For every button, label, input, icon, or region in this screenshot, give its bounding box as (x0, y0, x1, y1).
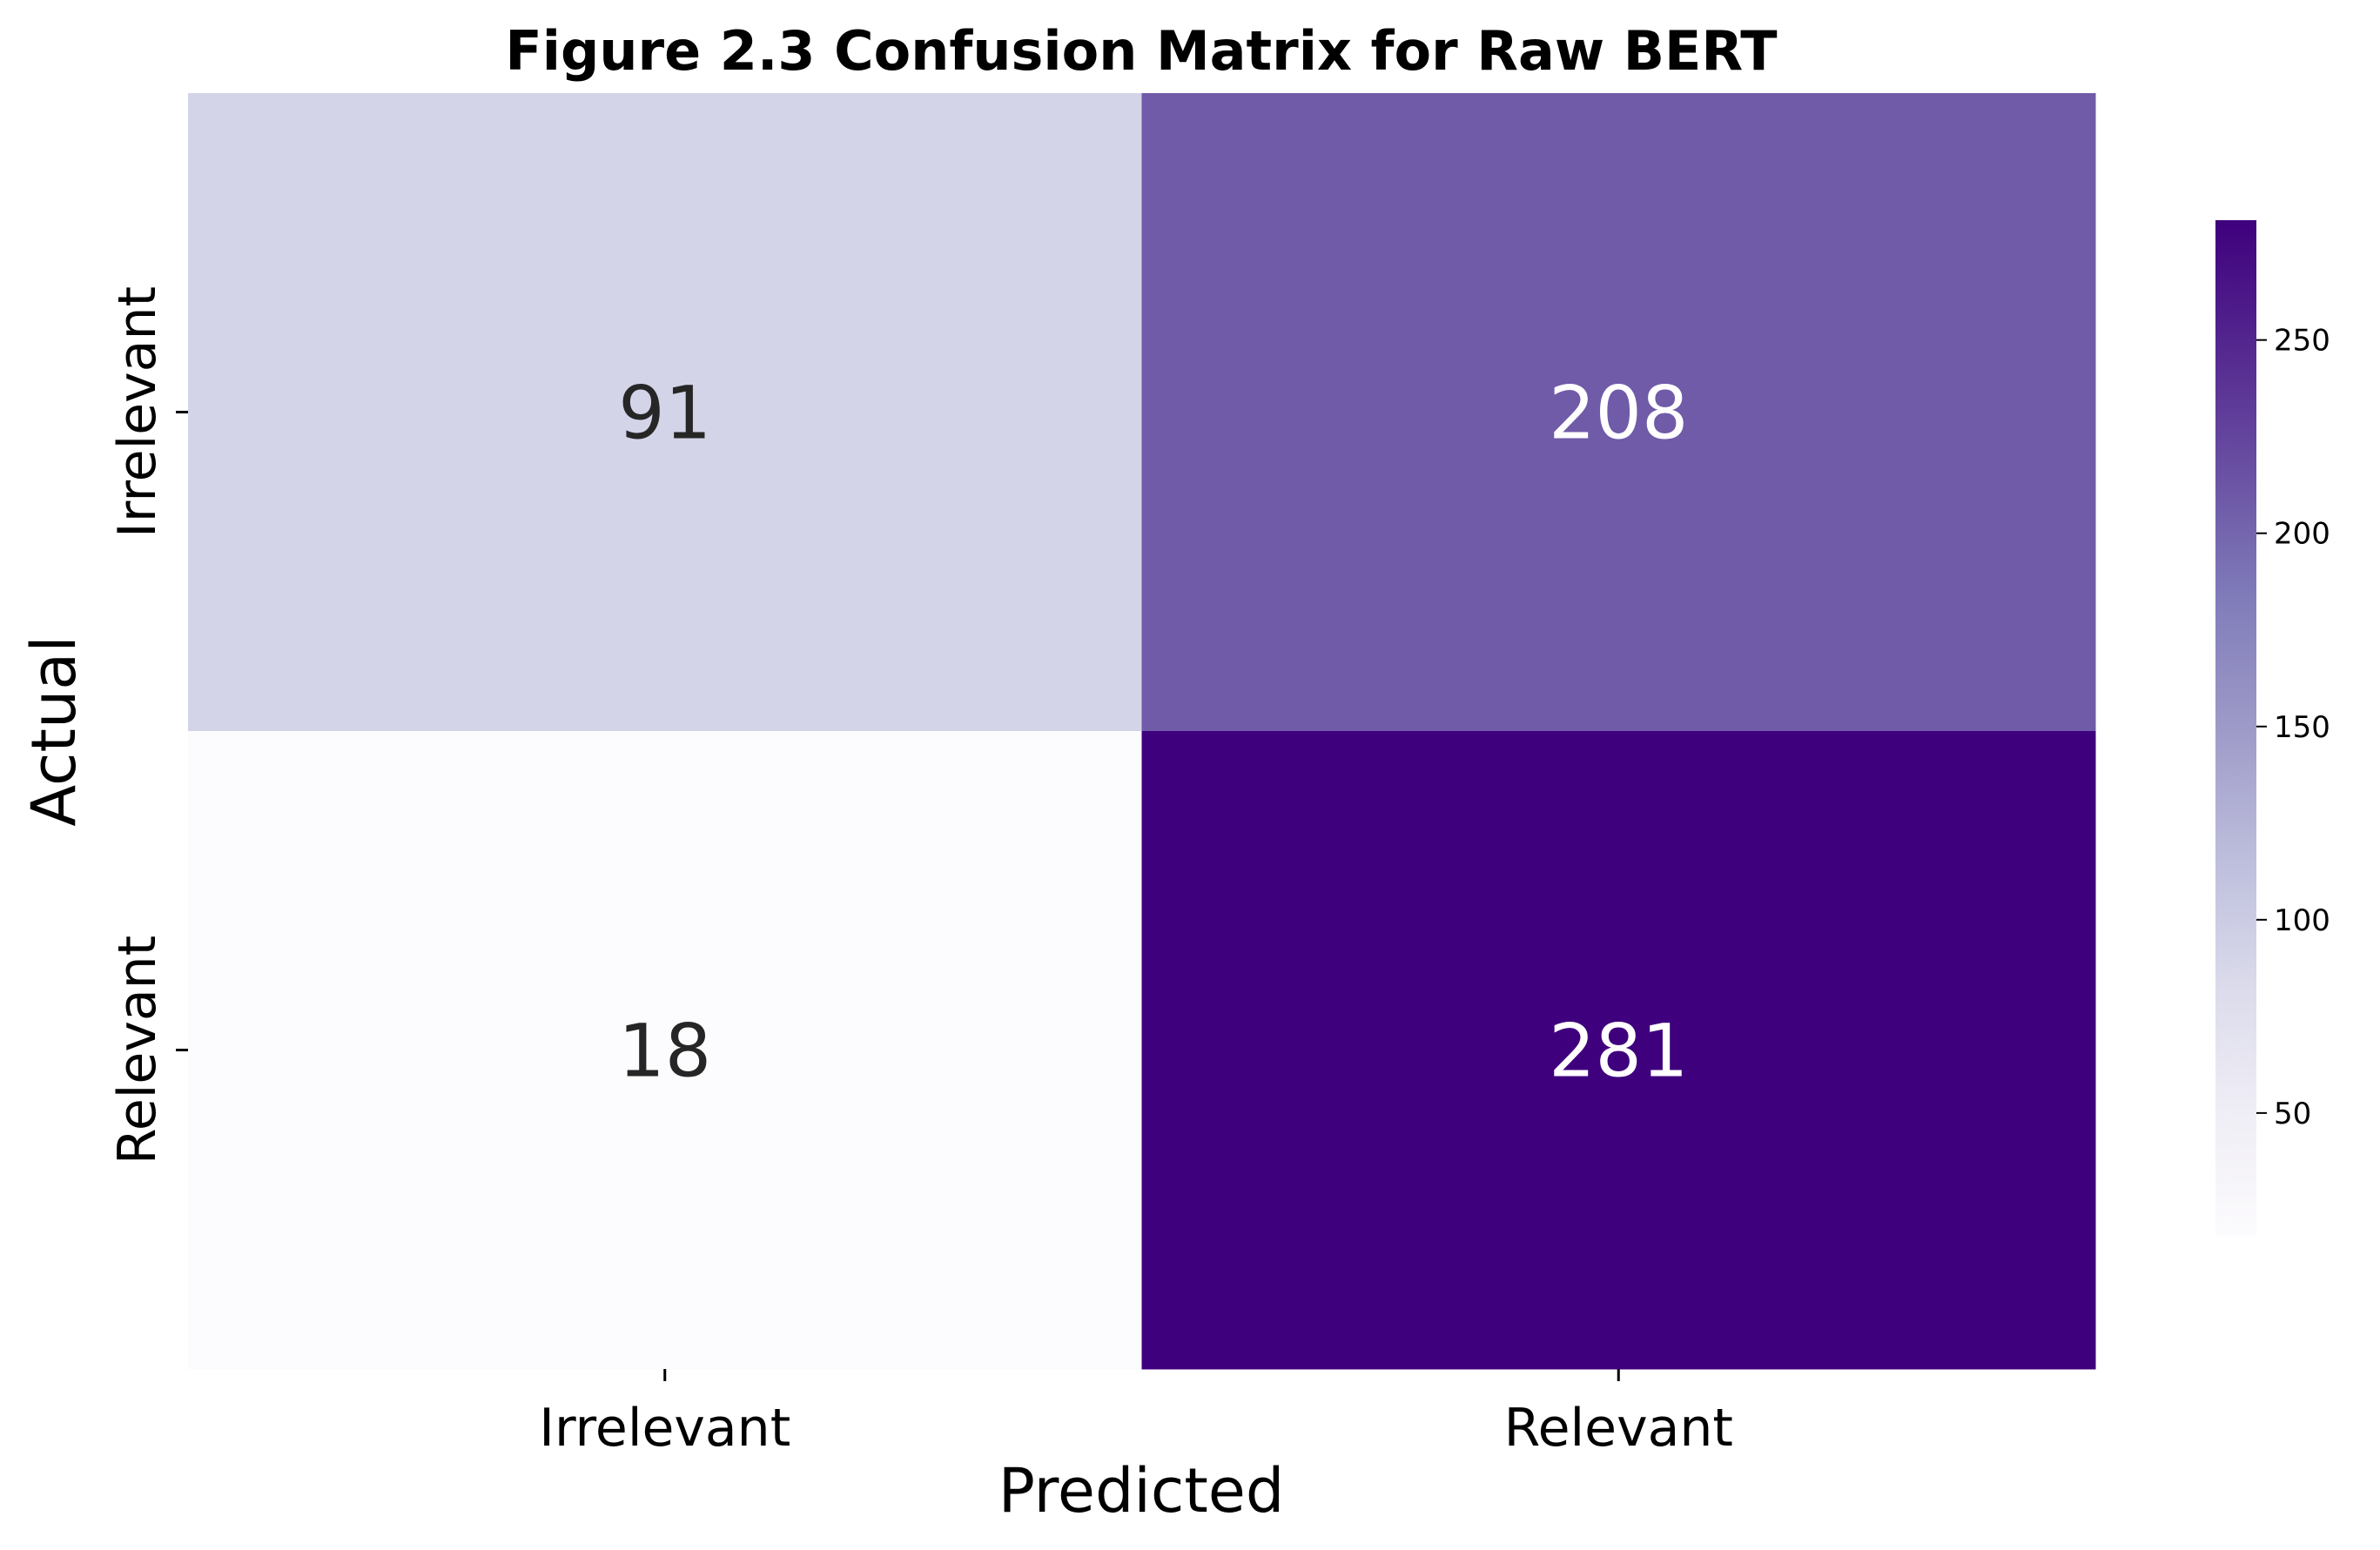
heatmap-cells (188, 93, 2096, 1370)
colorbar-ticks: 50 100 150 200 250 (2256, 324, 2330, 1131)
colorbar (2215, 220, 2256, 1237)
cell-value-label: 91 (618, 371, 711, 456)
y-axis-label: Actual (18, 635, 90, 826)
heatmap-annotations: 91 208 18 281 (618, 371, 1688, 1094)
cell-value-label: 208 (1549, 371, 1688, 456)
y-tick-label: Relevant (107, 936, 168, 1164)
colorbar-tick-label: 100 (2274, 903, 2330, 938)
cell-value-label: 18 (618, 1009, 711, 1094)
x-tick-label: Irrelevant (539, 1398, 790, 1459)
heatmap-cell (188, 731, 1142, 1370)
y-tick-label: Irrelevant (107, 286, 168, 538)
heatmap-cell (1141, 731, 2096, 1370)
x-tick-label: Relevant (1504, 1398, 1733, 1459)
heatmap-cell (1141, 93, 2096, 732)
colorbar-tick-label: 150 (2274, 710, 2330, 745)
x-axis-label: Predicted (998, 1455, 1285, 1527)
y-axis-ticks: Irrelevant Relevant (107, 286, 188, 1164)
colorbar-tick-label: 200 (2274, 517, 2330, 552)
cell-value-label: 281 (1549, 1009, 1688, 1094)
chart-title: Figure 2.3 Confusion Matrix for Raw BERT (505, 19, 1777, 83)
colorbar-tick-label: 50 (2274, 1097, 2311, 1131)
heatmap-cell (188, 93, 1142, 732)
x-axis-ticks: Irrelevant Relevant (539, 1369, 1733, 1459)
colorbar-tick-label: 250 (2274, 324, 2330, 359)
